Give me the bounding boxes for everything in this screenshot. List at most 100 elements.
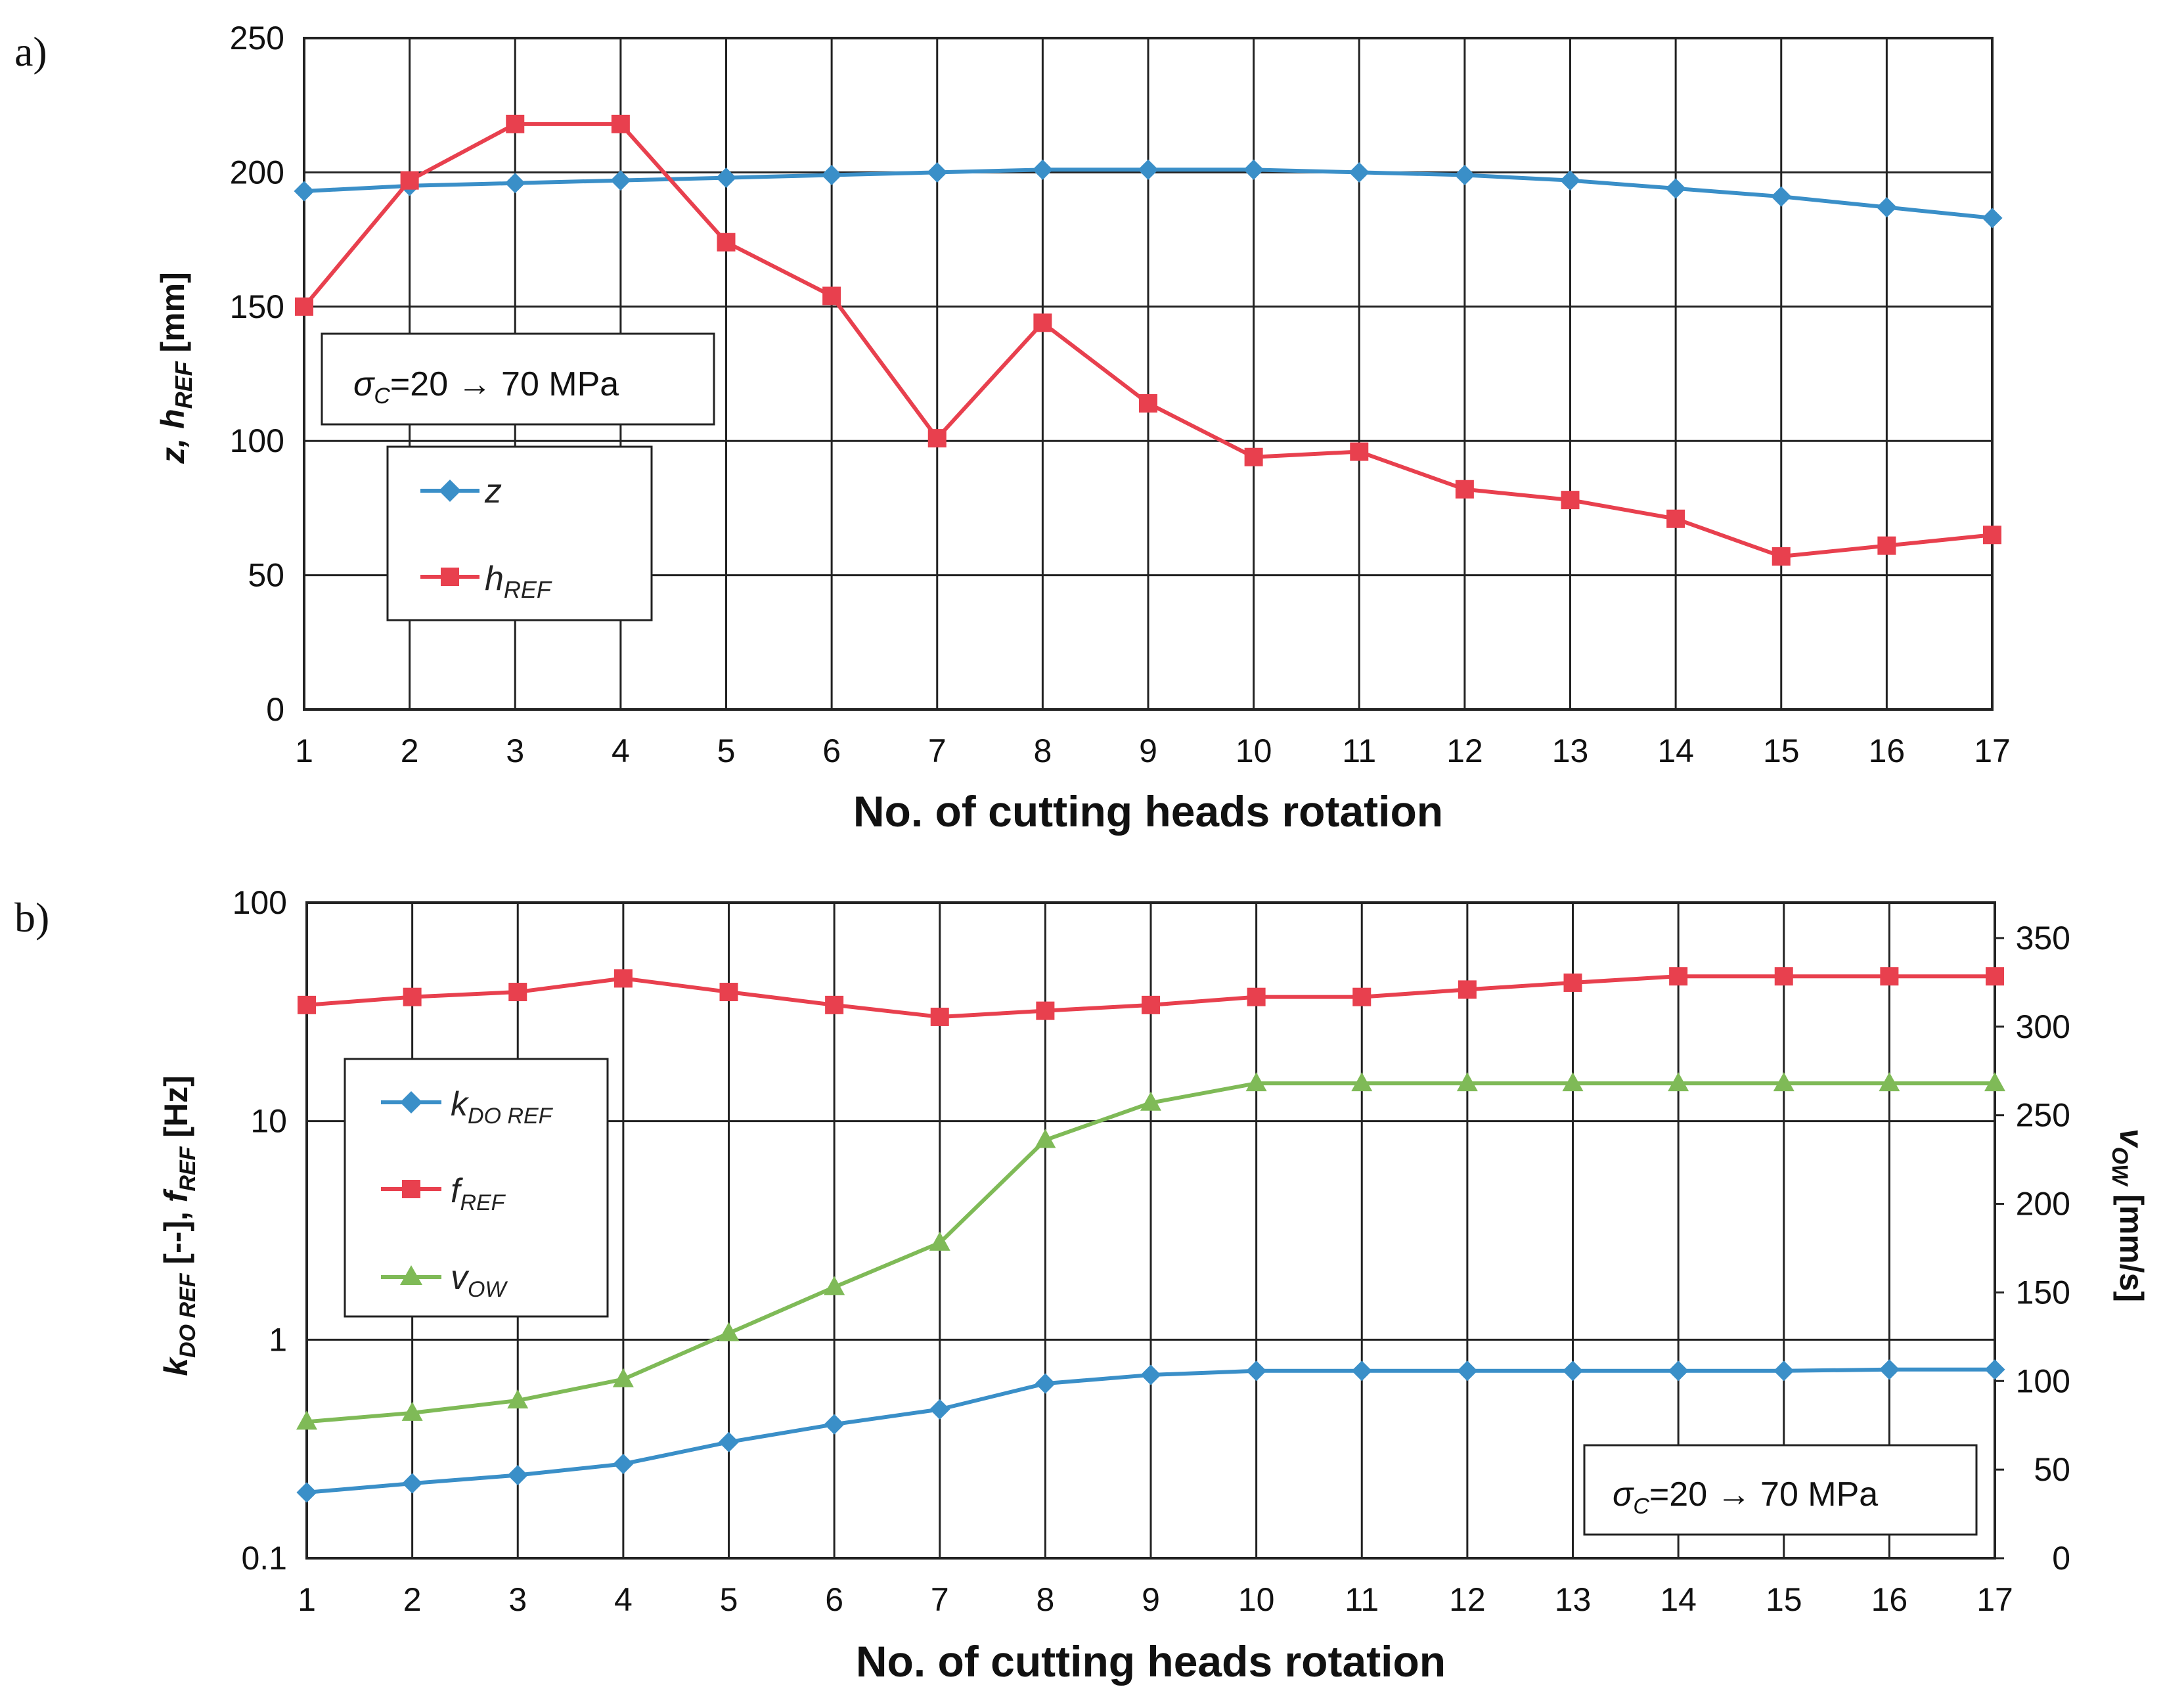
chart-a-series-0-point xyxy=(294,181,315,202)
chart-b-series-1-point xyxy=(1669,967,1688,986)
chart-b-series-0-point xyxy=(1562,1360,1584,1382)
panel-label-b: b) xyxy=(14,894,49,941)
chart-b-series-0-point xyxy=(1246,1360,1267,1382)
chart-b-x-label: No. of cutting heads rotation xyxy=(856,1637,1446,1686)
chart-a-x-tick-label: 15 xyxy=(1763,732,1800,769)
chart-a-series-1-point xyxy=(927,429,947,448)
chart-a-x-tick-label: 17 xyxy=(1974,732,2011,769)
chart-a-series-1-point xyxy=(1350,442,1369,461)
chart-a-series-1-point xyxy=(1772,547,1791,566)
chart-b-x-tick-label: 10 xyxy=(1238,1581,1275,1618)
chart-b-series-0-point xyxy=(1035,1373,1056,1394)
chart-b-x-tick-label: 3 xyxy=(508,1581,527,1618)
chart-b-series-2-point xyxy=(401,1401,423,1421)
chart-b-series-2-point xyxy=(824,1276,845,1295)
chart-b-series-2-point xyxy=(1351,1072,1373,1092)
chart-a-x-tick-label: 4 xyxy=(612,732,630,769)
chart-b-y-tick-label-left: 1 xyxy=(269,1321,287,1358)
chart-a-series-1-point xyxy=(1033,313,1052,332)
chart-a-x-tick-label: 6 xyxy=(822,732,841,769)
chart-b-x-tick-label: 4 xyxy=(614,1581,633,1618)
chart-b-y-tick-label-right: 250 xyxy=(2016,1097,2070,1134)
chart-b-y-tick-label-right: 100 xyxy=(2016,1362,2070,1399)
chart-a-series-0-point xyxy=(1138,159,1159,180)
chart-a-x-tick-label: 16 xyxy=(1869,732,1906,769)
chart-b-series-0-point xyxy=(1984,1359,2005,1380)
chart-b-x-tick-label: 6 xyxy=(825,1581,843,1618)
chart-b-series-2-point xyxy=(507,1389,529,1408)
chart-a-x-tick-label: 9 xyxy=(1139,732,1157,769)
chart-b-x-tick-label: 11 xyxy=(1345,1581,1379,1618)
chart-b-series-1-point xyxy=(613,969,633,988)
chart-b-series-0-point xyxy=(1140,1364,1161,1385)
legend-fref-label: fREF xyxy=(451,1172,506,1215)
chart-a-plot-area xyxy=(303,37,1994,711)
chart-b-y-label-right: vOW [mm/s] xyxy=(2107,1129,2150,1302)
chart-a-y-tick-label: 50 xyxy=(248,557,284,594)
chart-b-series-0-point xyxy=(929,1399,950,1420)
chart-b-series-2-point xyxy=(929,1231,950,1251)
panel-label-a: a) xyxy=(14,28,47,75)
legend-vow-marker xyxy=(400,1265,422,1285)
chart-a-series-1-point xyxy=(1455,480,1474,499)
chart-a-x-tick-label: 8 xyxy=(1033,732,1052,769)
chart-b-series-1-point xyxy=(1880,967,1899,986)
legend-z-label: z xyxy=(484,472,502,510)
chart-b-series-1-point xyxy=(1352,987,1371,1006)
chart-a-series-0-point xyxy=(1665,178,1686,199)
chart-b-series-1-point xyxy=(1563,973,1582,992)
chart-a-y-tick-label: 0 xyxy=(266,691,284,728)
chart-b-series-1-point xyxy=(719,983,738,1002)
chart-a-series-1-point xyxy=(1877,536,1896,555)
chart-b-series-0-point xyxy=(1879,1359,1900,1380)
chart-a-series-0-point xyxy=(715,168,737,189)
chart-b-y-tick-label-left: 100 xyxy=(233,884,287,921)
chart-a-annotation-box xyxy=(321,332,715,426)
chart-a-x-label: No. of cutting heads rotation xyxy=(853,787,1443,836)
chart-b-series-1-point xyxy=(298,995,316,1014)
chart-a-y-tick-label: 100 xyxy=(230,422,284,459)
chart-b-series-2-point xyxy=(1245,1072,1267,1092)
chart-b-series-0-point xyxy=(296,1482,317,1503)
chart-b-series-1-point xyxy=(1036,1001,1055,1020)
chart-b-x-tick-label: 9 xyxy=(1142,1581,1160,1618)
chart-a-series-1-point xyxy=(400,171,419,190)
chart-b-series-1-point xyxy=(825,995,844,1014)
chart-b-x-ticks: 1 2 3 4 5 6 7 8 9 10 11 12 13 14 15 16 17 xyxy=(298,1581,2013,1618)
chart-b-y-tick-label-left: 0.1 xyxy=(241,1540,287,1577)
chart-b-series-1-point xyxy=(1247,987,1266,1006)
chart-b-series-0-point xyxy=(718,1431,740,1452)
chart-a-x-tick-label: 14 xyxy=(1657,732,1694,769)
chart-b-series-0-point xyxy=(613,1453,634,1475)
chart-b-series-1-point xyxy=(1774,967,1793,986)
chart-b-series-2-point xyxy=(296,1410,317,1430)
chart-a-x-ticks: 1 2 3 4 5 6 7 8 9 10 11 12 13 14 15 16 17 xyxy=(295,732,2011,769)
chart-a-y-label: z, hREF [mm] xyxy=(154,272,197,464)
chart-a-series-1-point xyxy=(1983,526,2001,545)
chart-a-series-0-point xyxy=(821,164,842,186)
chart-b-series-1-point xyxy=(403,987,422,1006)
chart-a-series-0-point xyxy=(1454,164,1475,186)
chart-a-y-tick-label: 200 xyxy=(230,154,284,191)
chart-b-series-0-point xyxy=(402,1473,423,1494)
chart-b-y-tick-label-right: 50 xyxy=(2034,1451,2070,1488)
chart-b-series-2-point xyxy=(1140,1091,1161,1111)
chart-a-x-tick-label: 11 xyxy=(1342,732,1376,769)
chart-a-x-tick-label: 10 xyxy=(1236,732,1272,769)
chart-b-y-ticks-right: 0 50 100 150 200 250 300 350 xyxy=(1995,920,2070,1577)
chart-a-series-1-point xyxy=(1561,491,1580,510)
chart-b-annotation-box xyxy=(1583,1444,1978,1536)
chart-b-series-1-point xyxy=(930,1007,949,1026)
chart-a-series-0-point xyxy=(504,173,525,194)
chart-b-y-tick-label-right: 300 xyxy=(2016,1008,2070,1045)
chart-b-series-2-point xyxy=(1562,1072,1584,1092)
chart-b-x-tick-label: 13 xyxy=(1555,1581,1592,1618)
chart-b-series-0-point xyxy=(1773,1360,1795,1382)
chart-b-y-tick-label-right: 0 xyxy=(2052,1540,2070,1577)
chart-a-series-1-point xyxy=(506,114,525,133)
chart-a-series-1-point xyxy=(717,233,736,252)
chart-a-x-tick-label: 3 xyxy=(506,732,524,769)
chart-b-x-tick-label: 2 xyxy=(403,1581,422,1618)
